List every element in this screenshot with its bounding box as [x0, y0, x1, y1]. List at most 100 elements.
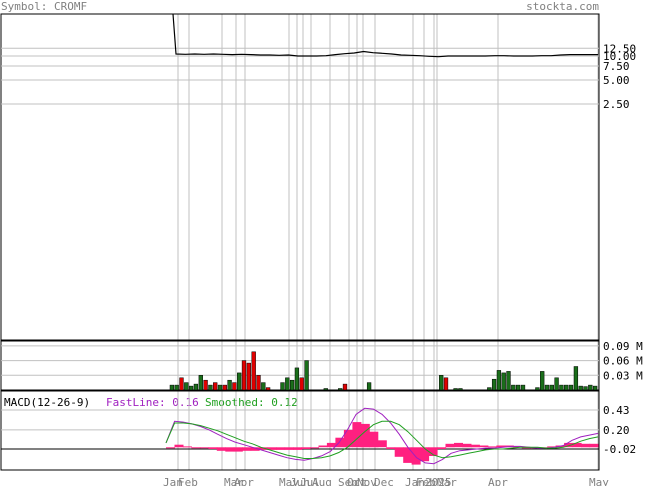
volume-bar	[232, 382, 237, 391]
macd-histogram-bar	[225, 447, 235, 452]
macd-histogram-bar	[318, 445, 328, 448]
symbol-label: Symbol: CROMF	[1, 0, 88, 13]
volume-bar	[188, 385, 194, 391]
volume-bar	[506, 371, 511, 391]
volume-bar	[501, 372, 506, 391]
volume-bar	[285, 377, 290, 391]
x-tick-label: Jul	[300, 476, 320, 486]
macd-histogram-bar	[428, 447, 438, 456]
x-tick-label: Mar	[437, 476, 457, 486]
macd-fastline-label: FastLine: 0.16	[106, 396, 199, 409]
volume-bar	[573, 366, 579, 391]
macd-histogram-bar	[182, 446, 192, 448]
volume-bar	[227, 379, 232, 391]
volume-bar	[169, 384, 175, 391]
macd-histogram-bar	[284, 447, 294, 450]
volume-bar	[583, 386, 588, 391]
volume-bar	[491, 378, 497, 391]
volume-bar	[237, 372, 242, 391]
volume-bar	[241, 360, 247, 391]
macd-histogram-bar	[267, 447, 277, 450]
volume-bar	[592, 385, 598, 391]
x-tick-label: Jan	[163, 476, 183, 486]
volume-bar	[496, 370, 502, 391]
x-tick-label: Sep	[338, 476, 358, 486]
volume-bar	[487, 387, 492, 391]
x-tick-label: May	[589, 476, 609, 486]
volume-bar	[366, 382, 372, 391]
x-tick-label: Oct	[347, 476, 367, 486]
volume-bar	[280, 382, 285, 391]
volume-bar	[323, 388, 328, 391]
macd-histogram-bar	[301, 447, 311, 449]
volume-bar	[342, 383, 348, 391]
x-tick-label: Jun	[290, 476, 310, 486]
x-tick-label: Aug	[312, 476, 332, 486]
macd-histogram-bar	[250, 447, 260, 451]
volume-bar	[289, 379, 295, 391]
macd-histogram-bar	[326, 442, 336, 448]
volume-bar	[222, 384, 227, 391]
volume-bar	[338, 388, 343, 391]
macd-smoothed-line	[165, 420, 599, 459]
macd-histogram-bar	[377, 440, 387, 448]
volume-bar	[213, 382, 218, 391]
macd-histogram-bar	[343, 429, 353, 448]
volume-bar	[179, 377, 184, 391]
volume-bar	[174, 384, 179, 391]
volume-bar	[294, 367, 300, 391]
macd-title: MACD(12-26-9)	[4, 396, 91, 409]
volume-bar	[515, 384, 521, 391]
macd-histogram-bar	[352, 422, 362, 448]
volume-bar	[246, 362, 251, 391]
volume-bar	[453, 388, 458, 391]
macd-histogram-bar	[411, 447, 421, 465]
price-tick-label: 7.50	[603, 60, 630, 73]
volume-bar	[544, 384, 550, 391]
macd-histogram-bar	[242, 447, 252, 451]
grid-lines	[177, 14, 599, 470]
x-tick-label: Feb	[416, 476, 436, 486]
macd-histogram-bar	[437, 447, 447, 449]
macd-histogram-bar	[496, 445, 506, 448]
volume-bar	[265, 387, 271, 391]
x-tick-label: Dec	[374, 476, 394, 486]
macd-histogram-bar	[462, 443, 472, 448]
volume-panel: 0.09 M 0.06 M0.03 M	[1, 340, 643, 391]
macd-smoothed-label: Smoothed: 0.12	[205, 396, 298, 409]
macd-histogram-bar	[581, 443, 591, 448]
volume-bar	[217, 384, 223, 391]
macd-histogram-bar	[420, 447, 430, 462]
macd-frame	[0, 390, 600, 471]
macd-tick-label: 0.20	[603, 424, 630, 437]
macd-histogram-bar	[199, 447, 209, 449]
macd-histogram-bar	[572, 442, 582, 448]
price-frame	[0, 13, 600, 341]
volume-bar	[568, 384, 574, 391]
macd-histogram-bar	[564, 442, 574, 448]
x-tick-label: Mar	[224, 476, 244, 486]
volume-bar	[304, 360, 309, 391]
volume-tick-label: 0.09 M	[603, 340, 643, 353]
macd-histogram-bar	[394, 447, 404, 457]
macd-histogram-bar	[216, 447, 226, 451]
volume-bar	[578, 385, 583, 391]
macd-histogram-bar	[166, 447, 175, 449]
x-tick-label: Apr	[488, 476, 508, 486]
panel-frames	[0, 13, 600, 471]
volume-bar	[256, 375, 261, 391]
price-tick-label: 2.50	[603, 98, 630, 111]
volume-bar	[588, 384, 593, 391]
volume-bar	[559, 384, 564, 391]
macd-histogram-bar	[191, 447, 201, 449]
macd-histogram-bar	[547, 446, 557, 448]
volume-bar	[540, 371, 545, 391]
macd-histogram-bar	[479, 445, 489, 448]
volume-bar	[511, 384, 516, 391]
volume-bar	[520, 384, 526, 391]
macd-tick-label: 0.43	[603, 404, 630, 417]
macd-histogram-bar	[487, 446, 497, 448]
macd-histogram-bar	[174, 444, 184, 448]
